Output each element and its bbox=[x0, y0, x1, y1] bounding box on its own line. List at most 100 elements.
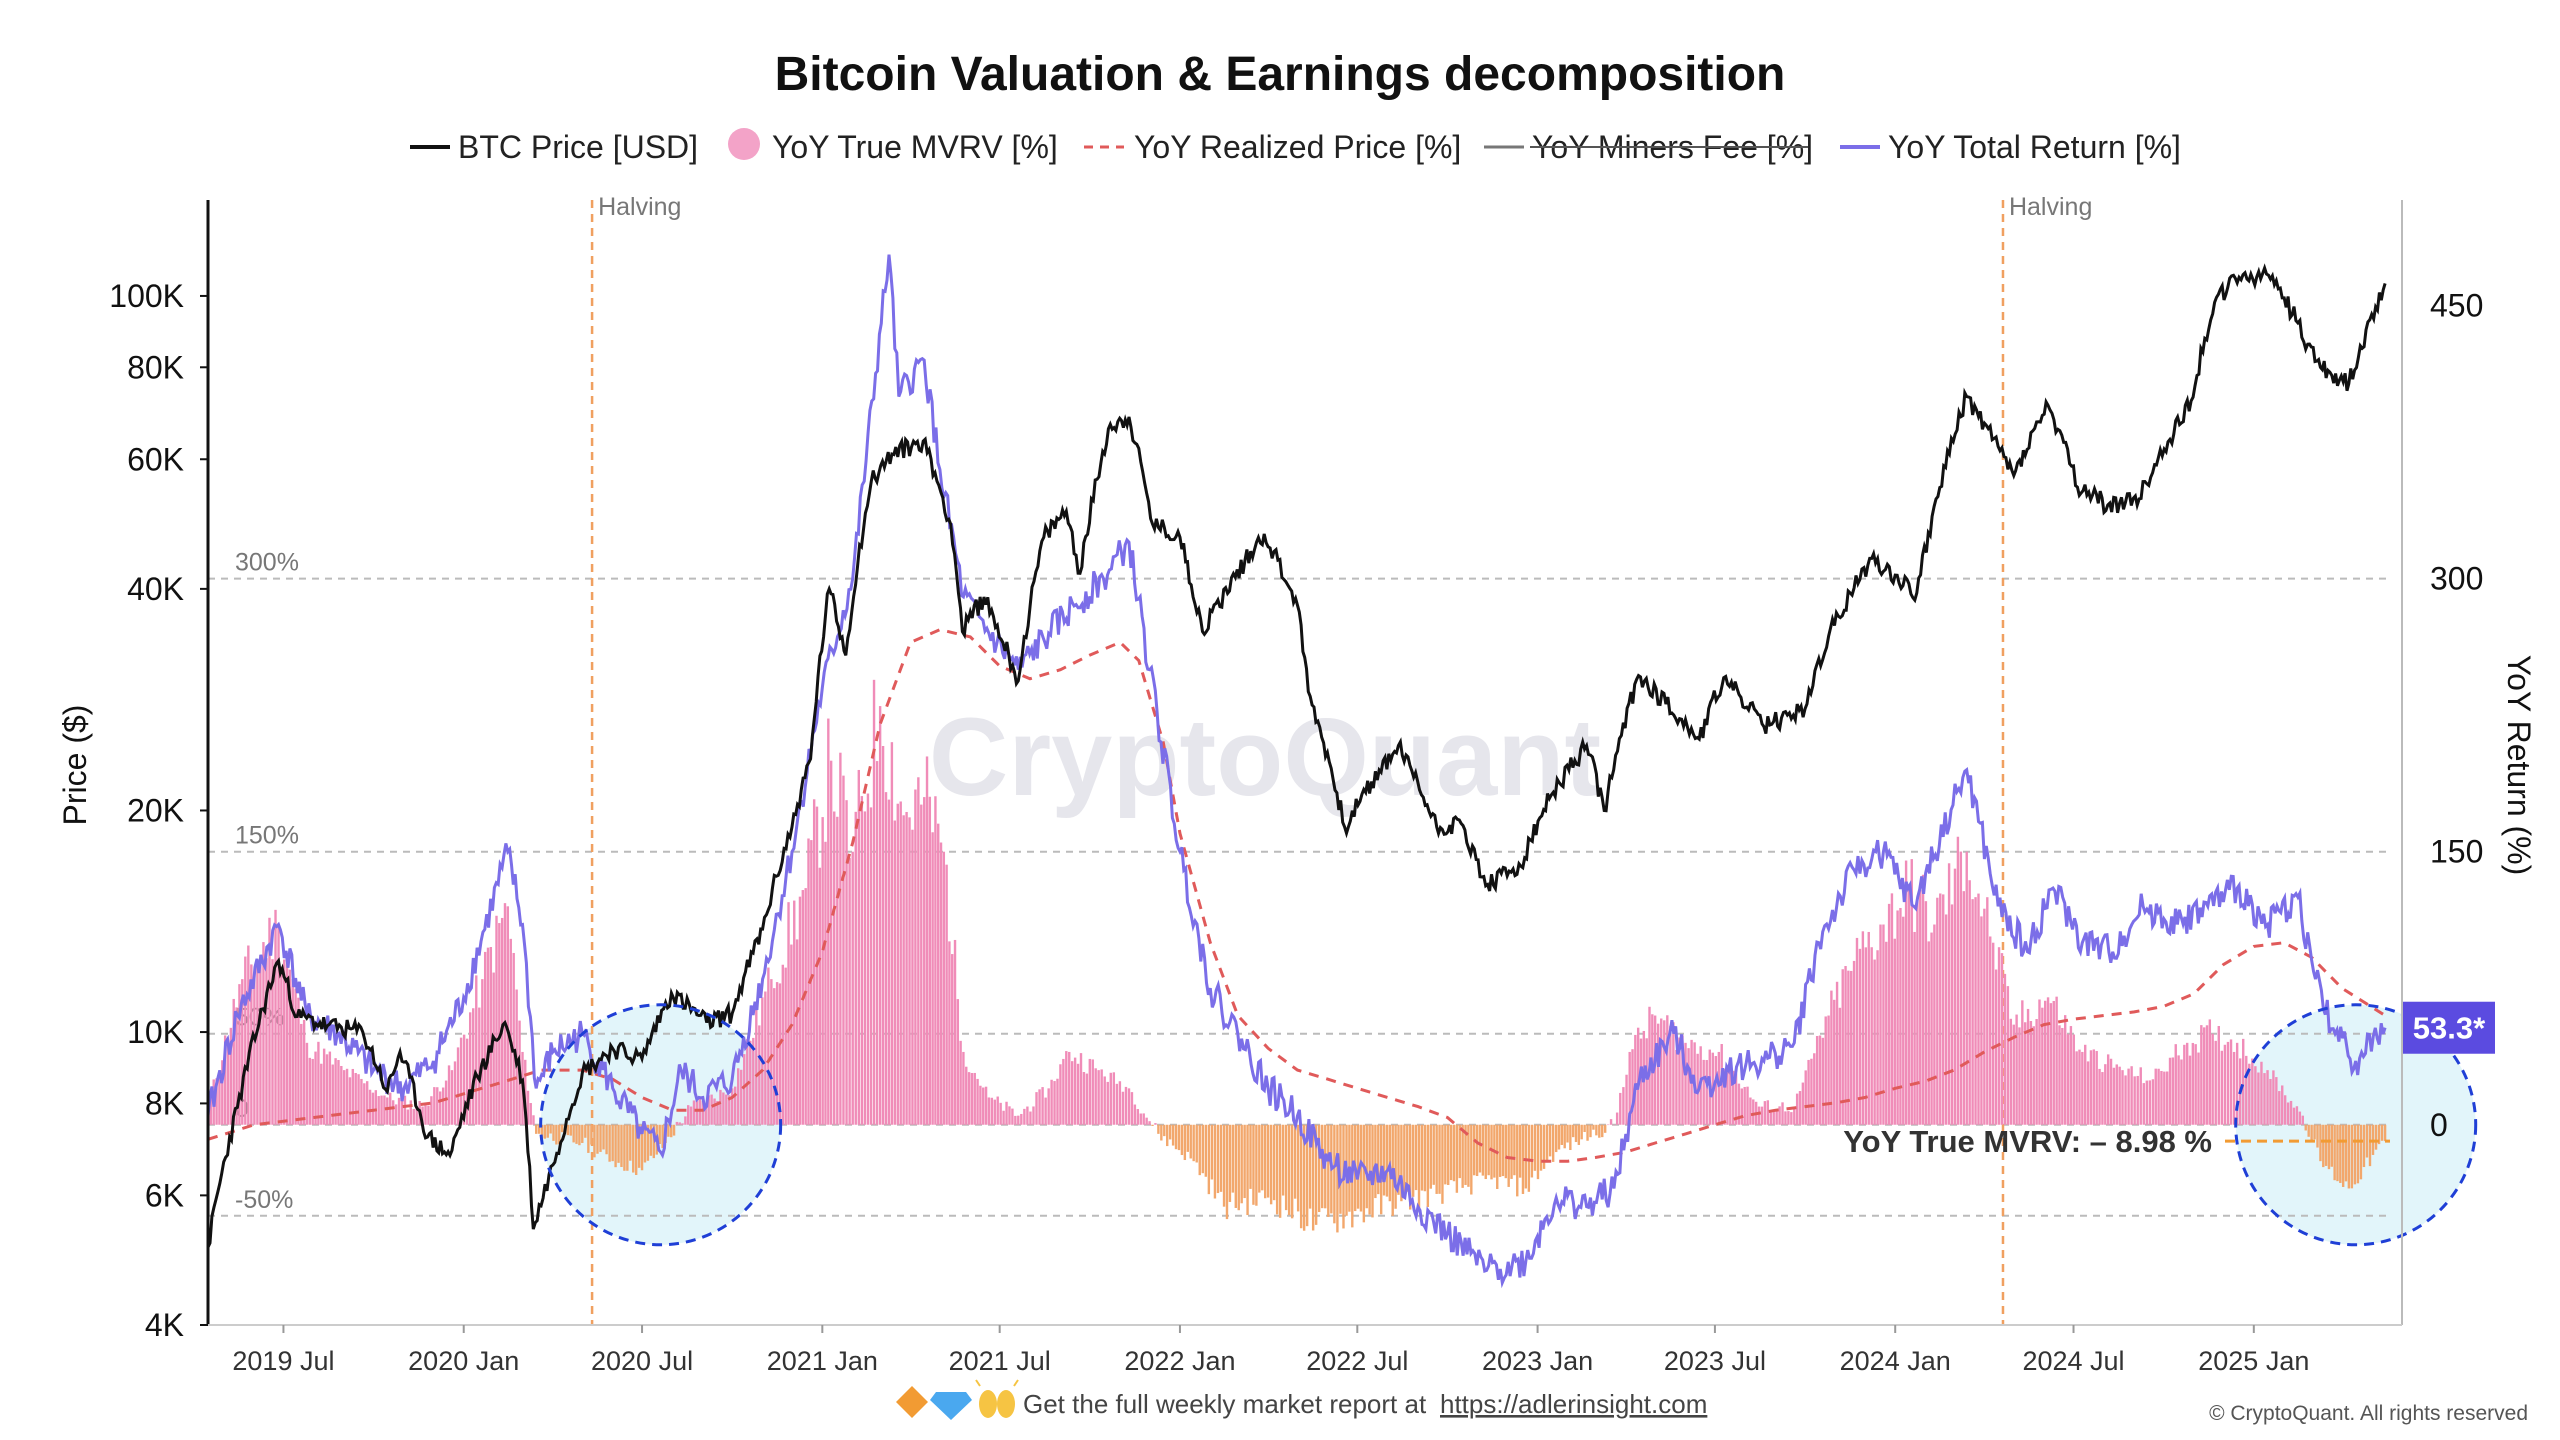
mvrv-bar bbox=[1406, 1124, 1409, 1192]
mvrv-bar bbox=[2035, 1019, 2038, 1125]
mvrv-bar bbox=[767, 967, 770, 1125]
mvrv-bar bbox=[1619, 1092, 1622, 1125]
mvrv-bar bbox=[450, 1070, 454, 1125]
mvrv-bar bbox=[578, 1124, 581, 1146]
mvrv-bar bbox=[1076, 1063, 1080, 1125]
mvrv-bar bbox=[2333, 1124, 2336, 1181]
mvrv-bar bbox=[1521, 1124, 1525, 1194]
right-axis-ticks: 0 150 300 450 bbox=[2430, 288, 2483, 1143]
mvrv-bar bbox=[2347, 1124, 2351, 1189]
mvrv-bar bbox=[1397, 1124, 1400, 1195]
mvrv-bar bbox=[2257, 1072, 2260, 1125]
footer-link[interactable]: https://adlerinsight.com bbox=[1440, 1389, 1707, 1419]
mvrv-bar bbox=[937, 823, 940, 1125]
mvrv-bar bbox=[1050, 1079, 1053, 1125]
mvrv-bar bbox=[695, 1101, 699, 1125]
mvrv-bar bbox=[1592, 1124, 1595, 1130]
mvrv-bar bbox=[646, 1124, 650, 1161]
mvrv-bar bbox=[2043, 1000, 2047, 1125]
mvrv-bar bbox=[1864, 947, 1868, 1125]
mvrv-bar bbox=[993, 1099, 996, 1125]
mvrv-bar bbox=[1513, 1124, 1516, 1176]
mvrv-bar bbox=[468, 1012, 472, 1125]
mvrv-bar bbox=[1885, 941, 1888, 1125]
mvrv-bar bbox=[1930, 932, 1933, 1125]
mvrv-bar bbox=[285, 963, 289, 1125]
mvrv-bar bbox=[427, 1105, 430, 1125]
mvrv-bar bbox=[2145, 1080, 2149, 1125]
mvrv-bar bbox=[277, 924, 280, 1125]
mvrv-bar bbox=[1272, 1124, 1276, 1201]
grid-line-label: -50% bbox=[235, 1186, 293, 1214]
mvrv-bar bbox=[2380, 1124, 2384, 1141]
x-tick-label: 2021 Jul bbox=[949, 1346, 1051, 1376]
mvrv-bar bbox=[2109, 1058, 2113, 1125]
mvrv-bar bbox=[614, 1124, 617, 1168]
mvrv-bar bbox=[1827, 1015, 1830, 1125]
mvrv-bar bbox=[827, 718, 830, 1125]
mvrv-bar bbox=[854, 811, 857, 1125]
mvrv-bar bbox=[1660, 1018, 1663, 1125]
mvrv-bar bbox=[331, 1064, 334, 1125]
mvrv-bar bbox=[2032, 1026, 2035, 1125]
mvrv-bar bbox=[1201, 1124, 1204, 1174]
halving-markers: Halving Halving bbox=[590, 193, 2092, 1325]
mvrv-bar bbox=[483, 951, 487, 1125]
mvrv-bar bbox=[953, 939, 957, 1125]
mvrv-bar bbox=[821, 817, 824, 1125]
mvrv-bar bbox=[626, 1124, 629, 1171]
mvrv-bar bbox=[590, 1124, 593, 1145]
mvrv-bar bbox=[1240, 1124, 1243, 1204]
mvrv-bar bbox=[1160, 1124, 1163, 1141]
mvrv-bar bbox=[1601, 1124, 1604, 1138]
mvrv-bar bbox=[475, 975, 478, 1125]
mvrv-bar bbox=[345, 1068, 349, 1125]
mvrv-bar bbox=[1278, 1124, 1282, 1218]
mvrv-bar bbox=[1653, 1015, 1657, 1125]
mvrv-bar bbox=[925, 756, 929, 1125]
mvrv-bar bbox=[2092, 1049, 2096, 1125]
mvrv-bar bbox=[1731, 1070, 1735, 1125]
mvrv-bar bbox=[1171, 1124, 1175, 1146]
mvrv-bar bbox=[1766, 1100, 1770, 1125]
mvrv-bar bbox=[1833, 999, 1836, 1125]
mvrv-bar bbox=[526, 1090, 530, 1125]
mvrv-bar bbox=[743, 1054, 746, 1125]
mvrv-bar bbox=[2072, 1034, 2075, 1125]
mvrv-bar bbox=[421, 1106, 424, 1125]
mvrv-bar bbox=[2095, 1051, 2098, 1125]
mvrv-bar bbox=[1714, 1056, 1718, 1125]
mvrv-bar bbox=[951, 954, 954, 1125]
mvrv-bar bbox=[1467, 1124, 1470, 1187]
mvrv-bar bbox=[1574, 1124, 1578, 1143]
mvrv-bar bbox=[764, 991, 767, 1125]
x-axis-ticks: 2019 Jul 2020 Jan 2020 Jul 2021 Jan 2021 Jul… bbox=[232, 1325, 2309, 1376]
mvrv-bar bbox=[734, 1086, 737, 1125]
right-tick-label: 150 bbox=[2430, 834, 2483, 870]
mvrv-bar bbox=[1377, 1124, 1380, 1195]
mvrv-bar bbox=[1157, 1124, 1160, 1134]
x-tick-label: 2020 Jul bbox=[591, 1346, 693, 1376]
mvrv-bar bbox=[2374, 1124, 2378, 1150]
mvrv-bar bbox=[1177, 1124, 1181, 1151]
mvrv-bar bbox=[351, 1068, 355, 1125]
mvrv-bar bbox=[1533, 1124, 1537, 1171]
mvrv-bar bbox=[1887, 903, 1891, 1125]
mvrv-bar bbox=[1778, 1106, 1781, 1125]
mvrv-bar bbox=[409, 1100, 413, 1125]
mvrv-bar bbox=[1044, 1097, 1047, 1125]
mvrv-bar bbox=[675, 1121, 679, 1125]
mvrv-bar bbox=[2118, 1066, 2121, 1125]
mvrv-bar bbox=[1362, 1124, 1366, 1223]
mvrv-bar bbox=[1882, 924, 1885, 1125]
left-axis-title: Price ($) bbox=[57, 705, 93, 826]
mvrv-bar bbox=[348, 1077, 352, 1125]
mvrv-bar bbox=[965, 1066, 968, 1125]
mvrv-bar bbox=[311, 1058, 314, 1125]
mvrv-bar bbox=[383, 1095, 386, 1125]
mvrv-bar bbox=[535, 1124, 538, 1134]
mvrv-bar bbox=[790, 944, 793, 1125]
mvrv-bar bbox=[1855, 937, 1859, 1125]
mvrv-bar bbox=[818, 867, 822, 1125]
mvrv-bar bbox=[1749, 1097, 1752, 1125]
